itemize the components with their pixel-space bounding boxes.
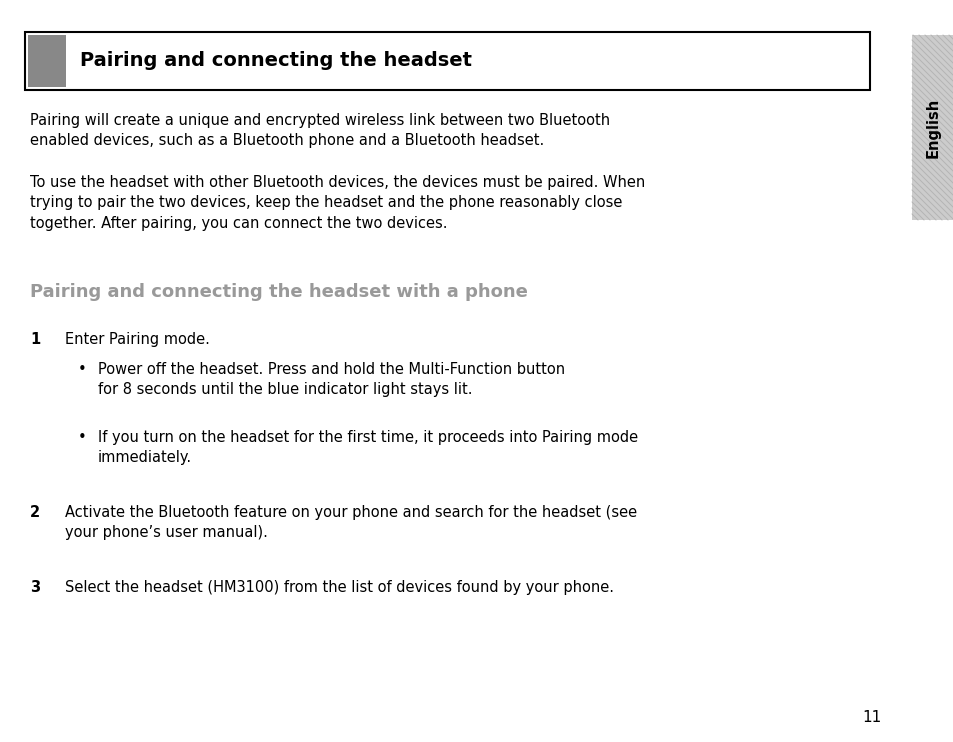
- Bar: [28, 35, 66, 87]
- Text: Pairing and connecting the headset: Pairing and connecting the headset: [80, 51, 472, 70]
- Text: •: •: [78, 362, 87, 377]
- Text: Select the headset (HM3100) from the list of devices found by your phone.: Select the headset (HM3100) from the lis…: [65, 580, 614, 595]
- Text: 2: 2: [30, 505, 40, 520]
- Text: Power off the headset. Press and hold the Multi-Function button
for 8 seconds un: Power off the headset. Press and hold th…: [98, 362, 564, 398]
- Text: 3: 3: [30, 580, 40, 595]
- Text: •: •: [78, 430, 87, 445]
- Text: English: English: [924, 97, 940, 157]
- Text: To use the headset with other Bluetooth devices, the devices must be paired. Whe: To use the headset with other Bluetooth …: [30, 175, 644, 231]
- Text: 1: 1: [30, 332, 40, 347]
- Text: Pairing and connecting the headset with a phone: Pairing and connecting the headset with …: [30, 283, 527, 301]
- Bar: [25, 32, 869, 90]
- Text: If you turn on the headset for the first time, it proceeds into Pairing mode
imm: If you turn on the headset for the first…: [98, 430, 638, 465]
- Bar: [911, 35, 953, 220]
- Text: 11: 11: [862, 710, 881, 725]
- Text: Enter Pairing mode.: Enter Pairing mode.: [65, 332, 210, 347]
- Text: Pairing will create a unique and encrypted wireless link between two Bluetooth
e: Pairing will create a unique and encrypt…: [30, 113, 610, 148]
- Text: Activate the Bluetooth feature on your phone and search for the headset (see
you: Activate the Bluetooth feature on your p…: [65, 505, 637, 540]
